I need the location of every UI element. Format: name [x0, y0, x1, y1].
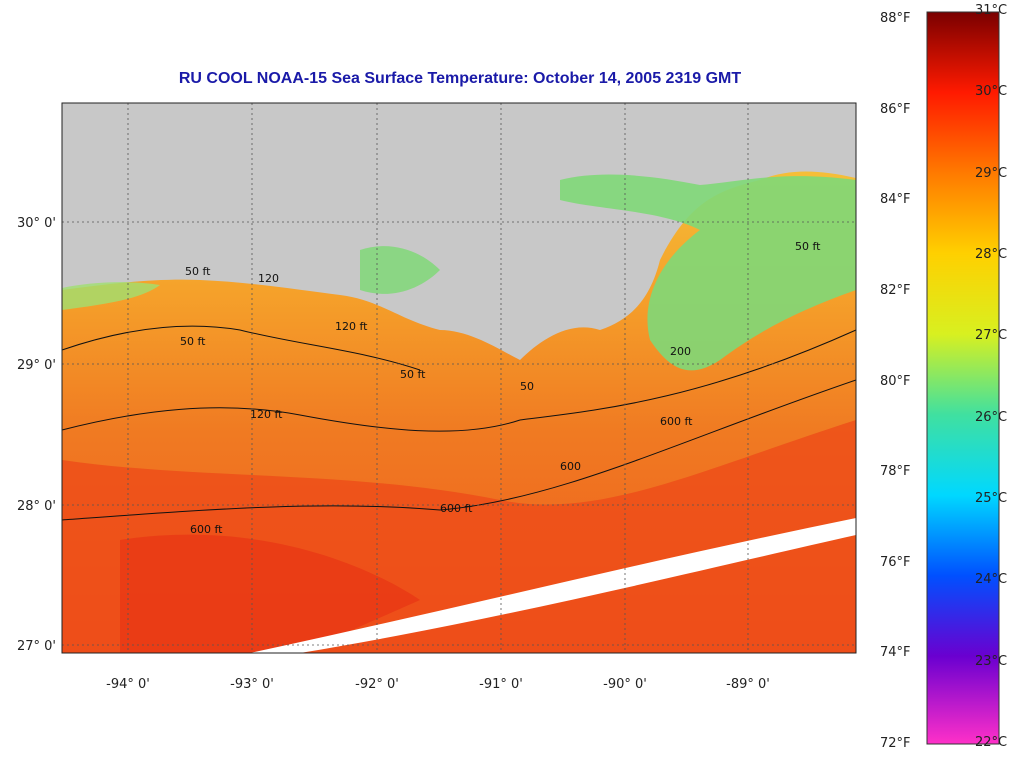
- colorbar-c-label: 30°C: [975, 84, 1008, 100]
- longitude-label: -94° 0': [106, 677, 150, 692]
- colorbar-f-label: 84°F: [880, 192, 911, 208]
- colorbar-c-label: 22°C: [975, 735, 1008, 750]
- colorbar-f-label: 88°F: [880, 11, 911, 26]
- colorbar-c-label: 25°C: [975, 491, 1008, 506]
- colorbar-f-label: 74°F: [880, 645, 911, 661]
- contour-label: 50: [520, 380, 534, 393]
- colorbar-c-label: 24°C: [975, 572, 1008, 588]
- colorbar-f-label: 86°F: [880, 101, 911, 117]
- latitude-label: 29° 0': [17, 358, 56, 373]
- contour-label: 600 ft: [440, 502, 473, 515]
- land-mass: [62, 103, 856, 360]
- shelf-water-west: [62, 282, 160, 310]
- longitude-label: -93° 0': [230, 677, 274, 692]
- contour-label: 120 ft: [335, 320, 368, 333]
- colorbar-c-label: 27°C: [975, 328, 1008, 344]
- longitude-label: -89° 0': [726, 677, 770, 692]
- map-frame: [61, 102, 857, 654]
- latitude-label: 27° 0': [17, 639, 56, 654]
- shelf-water-central: [360, 246, 440, 294]
- latitude-label: 30° 0': [17, 216, 56, 231]
- colorbar-c-label: 28°C: [975, 247, 1008, 262]
- longitude-label: -91° 0': [479, 677, 523, 692]
- contour-label: 50 ft: [400, 368, 426, 381]
- contour-label: 120: [258, 272, 279, 285]
- contour-label: 600 ft: [660, 415, 693, 428]
- colorbar-f-label: 80°F: [880, 373, 911, 389]
- contour-label: 200: [670, 345, 691, 358]
- graticule: [62, 103, 856, 653]
- latitude-label: 28° 0': [17, 499, 56, 514]
- colorbar-c-label: 31°C: [975, 3, 1008, 18]
- colorbar-f-label: 76°F: [880, 554, 911, 570]
- colorbar-f-label: 82°F: [880, 282, 911, 298]
- no-data-swath: [250, 518, 856, 653]
- contour-label: 120 ft: [250, 408, 283, 421]
- contour-lines: [61, 325, 857, 521]
- shelf-water-east: [560, 174, 856, 371]
- longitude-labels: -94° 0' -93° 0' -92° 0' -91° 0' -90° 0' -89° …: [106, 677, 770, 692]
- colorbar-c-label: 23°C: [975, 653, 1008, 669]
- contour-label: 50 ft: [185, 265, 211, 278]
- contour-label: 50 ft: [795, 240, 821, 253]
- warm-core: [120, 534, 420, 653]
- map-title: RU COOL NOAA-15 Sea Surface Temperature:…: [178, 70, 742, 87]
- contour-label: 600: [560, 460, 581, 473]
- colorbar: [926, 11, 1000, 745]
- longitude-label: -90° 0': [603, 677, 647, 692]
- latitude-labels: 30° 0' 29° 0' 28° 0' 27° 0': [17, 216, 56, 654]
- longitude-label: -92° 0': [355, 677, 399, 692]
- colorbar-f-label: 72°F: [880, 736, 911, 751]
- contour-label-group: 50 ft 120 120 ft 50 ft 50 ft 120 ft 600 ft 600 …: [180, 240, 821, 536]
- colorbar-c-label: 26°C: [975, 409, 1008, 425]
- colorbar-c-label: 29°C: [975, 165, 1008, 181]
- contour-label: 50 ft: [180, 335, 206, 348]
- colorbar-f-label: 78°F: [880, 464, 911, 480]
- contour-label: 600 ft: [190, 523, 223, 536]
